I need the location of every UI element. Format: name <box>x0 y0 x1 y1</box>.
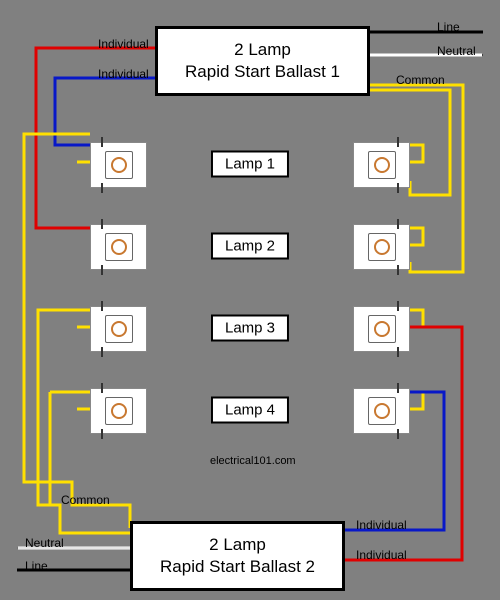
ballast-2-line2: Rapid Start Ballast 2 <box>160 556 315 578</box>
socket-right <box>353 306 410 352</box>
socket-left <box>90 224 147 270</box>
lamp-row-3: Lamp 3 <box>90 302 410 354</box>
lamp-row-4: Lamp 4 <box>90 384 410 436</box>
ballast-1: 2 Lamp Rapid Start Ballast 1 <box>155 26 370 96</box>
wire-label-neutral: Neutral <box>25 536 64 550</box>
socket-left <box>90 388 147 434</box>
wire-label-line: Line <box>437 20 460 34</box>
socket-left <box>90 142 147 188</box>
lamp-label: Lamp 1 <box>211 151 289 178</box>
socket-left <box>90 306 147 352</box>
wire-label-individual: Individual <box>356 518 407 532</box>
socket-right <box>353 388 410 434</box>
lamp-row-2: Lamp 2 <box>90 220 410 272</box>
wire-label-common: Common <box>396 73 445 87</box>
wire-label-neutral: Neutral <box>437 44 476 58</box>
socket-right <box>353 224 410 270</box>
ballast-1-line1: 2 Lamp <box>234 39 291 61</box>
ballast-2: 2 Lamp Rapid Start Ballast 2 <box>130 521 345 591</box>
lamp-label: Lamp 4 <box>211 397 289 424</box>
lamp-label: Lamp 2 <box>211 233 289 260</box>
lamp-label: Lamp 3 <box>211 315 289 342</box>
wire-label-individual: Individual <box>98 67 149 81</box>
wire-label-common: Common <box>61 493 110 507</box>
wiring-diagram: 2 Lamp Rapid Start Ballast 1 2 Lamp Rapi… <box>0 0 500 600</box>
lamp-row-1: Lamp 1 <box>90 138 410 190</box>
ballast-1-line2: Rapid Start Ballast 1 <box>185 61 340 83</box>
ballast-2-line1: 2 Lamp <box>209 534 266 556</box>
wire-label-individual: Individual <box>98 37 149 51</box>
wire-label-line: Line <box>25 559 48 573</box>
socket-right <box>353 142 410 188</box>
attribution: electrical101.com <box>210 455 296 467</box>
wire-label-individual: Individual <box>356 548 407 562</box>
